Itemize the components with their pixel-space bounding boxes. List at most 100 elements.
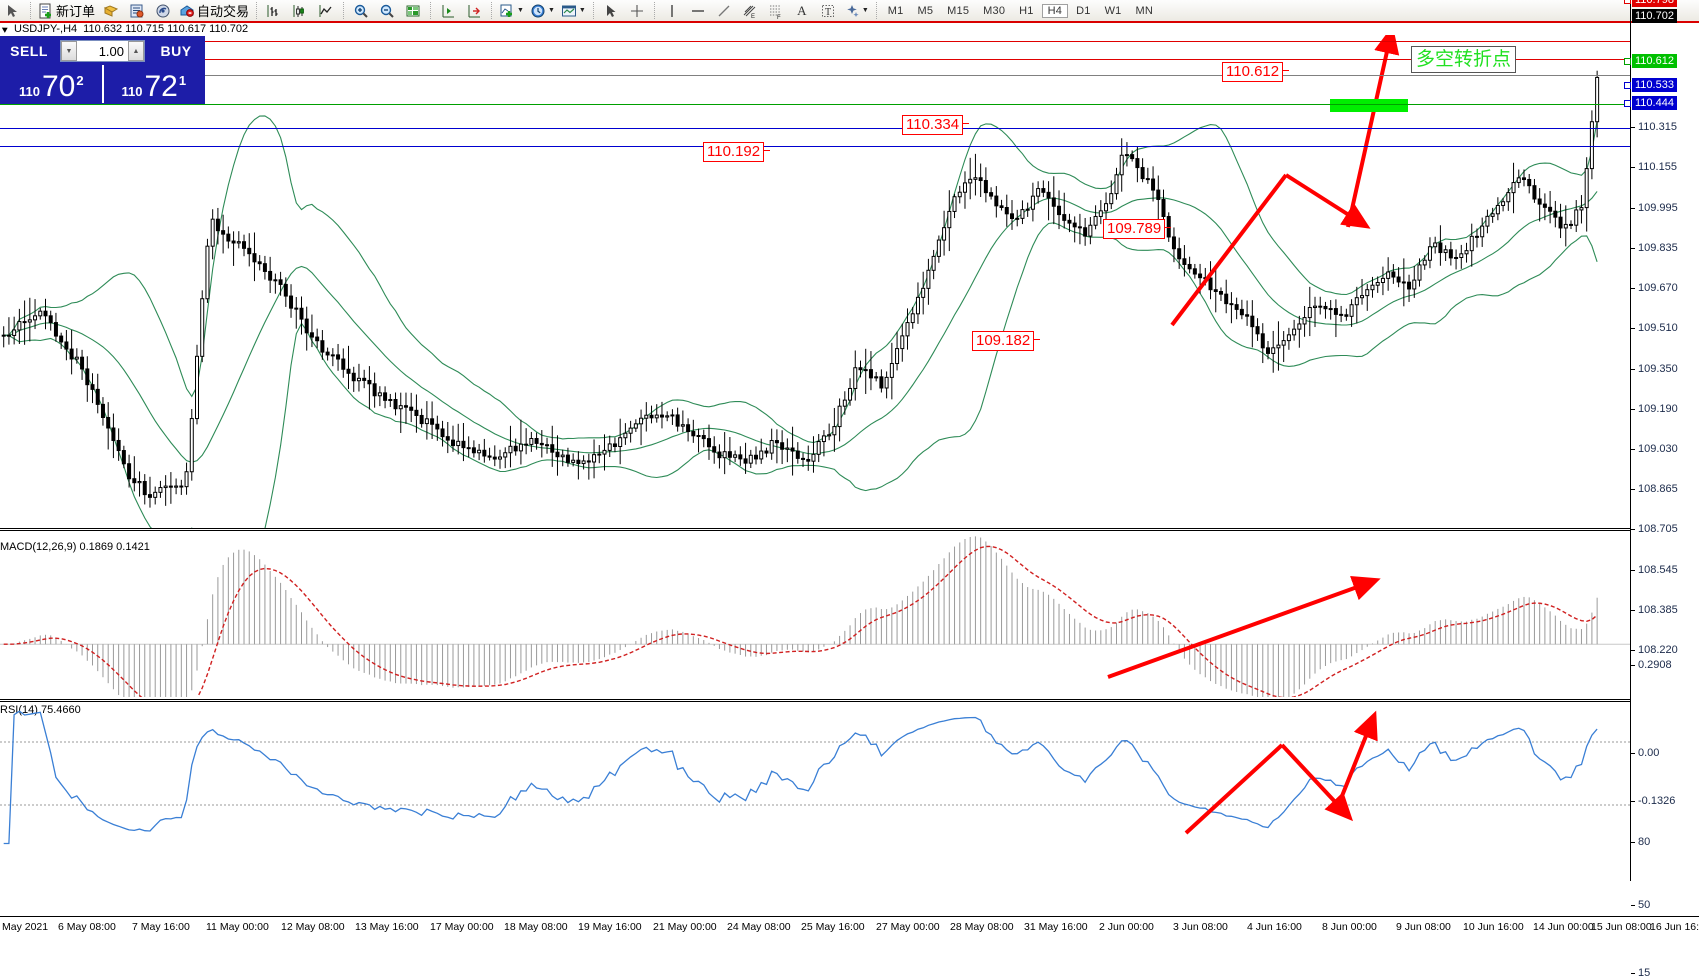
note-box[interactable]: 多空转折点 (1411, 46, 1517, 73)
level-line-110-881[interactable] (0, 41, 1630, 42)
bollinger-upper-band (3, 115, 1598, 444)
templates-button[interactable]: ▼ (559, 1, 588, 20)
time-tick: 4 Jun 16:00 (1247, 921, 1302, 933)
macd-label: MACD(12,26,9) 0.1869 0.1421 (0, 541, 150, 553)
timeframe-d1[interactable]: D1 (1076, 4, 1091, 17)
one-click-trading-panel[interactable]: SELL ▼ 1.00 ▲ BUY 110 70 2 110 72 1 (0, 36, 205, 104)
price-scale[interactable]: 110.315 110.155 109.995 109.835 109.670 109.5… (1624, 0, 1699, 979)
zoom-out-button[interactable] (375, 1, 399, 20)
timeframe-m5[interactable]: M5 (917, 4, 934, 17)
cursor-button[interactable] (599, 1, 623, 20)
chevron-down-icon[interactable]: ▼ (517, 7, 524, 14)
level-price-label[interactable]: 110.798 (1632, 0, 1677, 7)
fibonacci-icon: F (768, 3, 784, 19)
buy-price-sup: 1 (178, 73, 187, 88)
sell-label[interactable]: SELL (10, 43, 48, 59)
fibonacci-button[interactable]: F (764, 1, 788, 20)
price-tick: 109.670 (1631, 282, 1678, 294)
price-tick: 109.350 (1631, 363, 1678, 375)
chart-shift-button[interactable] (401, 1, 425, 20)
time-tick: 11 May 00:00 (206, 921, 269, 933)
shapes-button[interactable]: ▼ (842, 1, 871, 20)
vertical-line-button[interactable] (660, 1, 684, 20)
period-button[interactable]: ▼ (528, 1, 557, 20)
chart-shift-icon (466, 3, 482, 19)
lot-size-input[interactable]: ▼ 1.00 ▲ (60, 40, 145, 62)
new-order-button[interactable]: 新订单 (36, 1, 97, 20)
timeframe-h1[interactable]: H1 (1019, 4, 1034, 17)
chevron-down-icon[interactable]: ▼ (578, 7, 586, 14)
level-line-110-798[interactable] (0, 59, 1630, 60)
shapes-icon (844, 3, 860, 19)
line-chart-button[interactable] (314, 1, 338, 20)
svg-text:F: F (777, 15, 781, 19)
auto-scroll-button[interactable] (436, 1, 460, 20)
horizontal-line-button[interactable] (686, 1, 710, 20)
timeframe-mn[interactable]: MN (1135, 4, 1153, 17)
indicators-button[interactable]: ▼ (497, 1, 526, 20)
chart-container[interactable]: 110.612 110.334 110.192 109.789 109.182 多空转折… (0, 35, 1699, 916)
template-icon (561, 3, 577, 19)
price-pane[interactable]: 110.612 110.334 110.192 109.789 109.182 多空转折… (0, 35, 1630, 528)
price-annotation[interactable]: 109.789 (1103, 219, 1172, 239)
time-tick: 6 May 08:00 (58, 921, 116, 933)
time-tick: 15 Jun 08:00 (1591, 921, 1652, 933)
current-price-label: 110.702 (1632, 9, 1677, 23)
timeframe-m15[interactable]: M15 (947, 4, 970, 17)
zoom-in-button[interactable] (349, 1, 373, 20)
chart-shift-toggle[interactable] (462, 1, 486, 20)
trendline-button[interactable] (712, 1, 736, 20)
lot-decrease-button[interactable]: ▼ (61, 41, 77, 61)
cursor-icon (603, 3, 619, 19)
level-drag-handle[interactable] (1624, 100, 1631, 107)
candlestick-chart-button[interactable] (288, 1, 312, 20)
level-drag-handle[interactable] (1624, 82, 1631, 89)
time-tick: 24 May 08:00 (727, 921, 791, 933)
rsi-chart-canvas (0, 710, 1630, 845)
toolbar-divider (30, 2, 31, 19)
buy-price-big: 72 (144, 70, 178, 103)
price-annotation[interactable]: 110.334 (902, 115, 970, 135)
navigator-button[interactable] (151, 1, 175, 20)
uptrend-arrow-1 (1170, 173, 1288, 327)
buy-button[interactable]: 110 72 1 (101, 65, 205, 103)
buy-label[interactable]: BUY (160, 43, 192, 59)
time-tick: 3 Jun 08:00 (1173, 921, 1228, 933)
expert-advisors-button[interactable] (99, 1, 123, 20)
level-line-110-612[interactable] (0, 104, 1630, 105)
rsi-pane[interactable]: RSI(14) 75.4660 (0, 703, 1630, 848)
bar-chart-button[interactable] (262, 1, 286, 20)
text-button[interactable]: A (790, 1, 814, 20)
price-annotation[interactable]: 109.182 (972, 331, 1041, 351)
chevron-down-icon[interactable]: ▼ (861, 7, 869, 14)
chevron-down-icon[interactable]: ▼ (547, 7, 555, 14)
timeframe-m1[interactable]: M1 (887, 4, 904, 17)
macd-pane[interactable]: MACD(12,26,9) 0.1869 0.1421 (0, 532, 1630, 697)
level-line-110-444[interactable] (0, 146, 1630, 147)
data-window-button[interactable] (125, 1, 149, 20)
level-price-label[interactable]: 110.533 (1632, 78, 1677, 92)
level-price-label[interactable]: 110.444 (1632, 96, 1677, 110)
autotrading-button[interactable]: 自动交易 (177, 1, 251, 20)
text-label-button[interactable]: T (816, 1, 840, 20)
time-scale[interactable]: May 2021 6 May 08:00 7 May 16:00 11 May 00:… (0, 916, 1699, 939)
octp-top-row: SELL ▼ 1.00 ▲ BUY (1, 37, 204, 65)
toolbar-overflow-left[interactable] (1, 1, 25, 20)
lot-size-value[interactable]: 1.00 (98, 43, 124, 59)
level-drag-handle[interactable] (1624, 58, 1631, 65)
timeframe-m30[interactable]: M30 (983, 4, 1006, 17)
lot-increase-button[interactable]: ▲ (128, 41, 144, 61)
svg-text:E: E (751, 14, 755, 19)
timeframe-w1[interactable]: W1 (1104, 4, 1122, 17)
crosshair-button[interactable] (625, 1, 649, 20)
level-drag-handle[interactable] (1624, 0, 1631, 4)
timeframe-h4[interactable]: H4 (1041, 3, 1069, 18)
level-price-label[interactable]: 110.612 (1632, 54, 1677, 68)
level-line-110-533[interactable] (0, 128, 1630, 129)
price-annotation[interactable]: 110.612 (1222, 62, 1290, 82)
macd-drawings-overlay (1107, 575, 1381, 679)
equidistant-channel-button[interactable]: E (738, 1, 762, 20)
rsi-line (3, 710, 1598, 845)
sell-button[interactable]: 110 70 2 (1, 65, 102, 103)
price-annotation[interactable]: 110.192 (703, 142, 771, 162)
